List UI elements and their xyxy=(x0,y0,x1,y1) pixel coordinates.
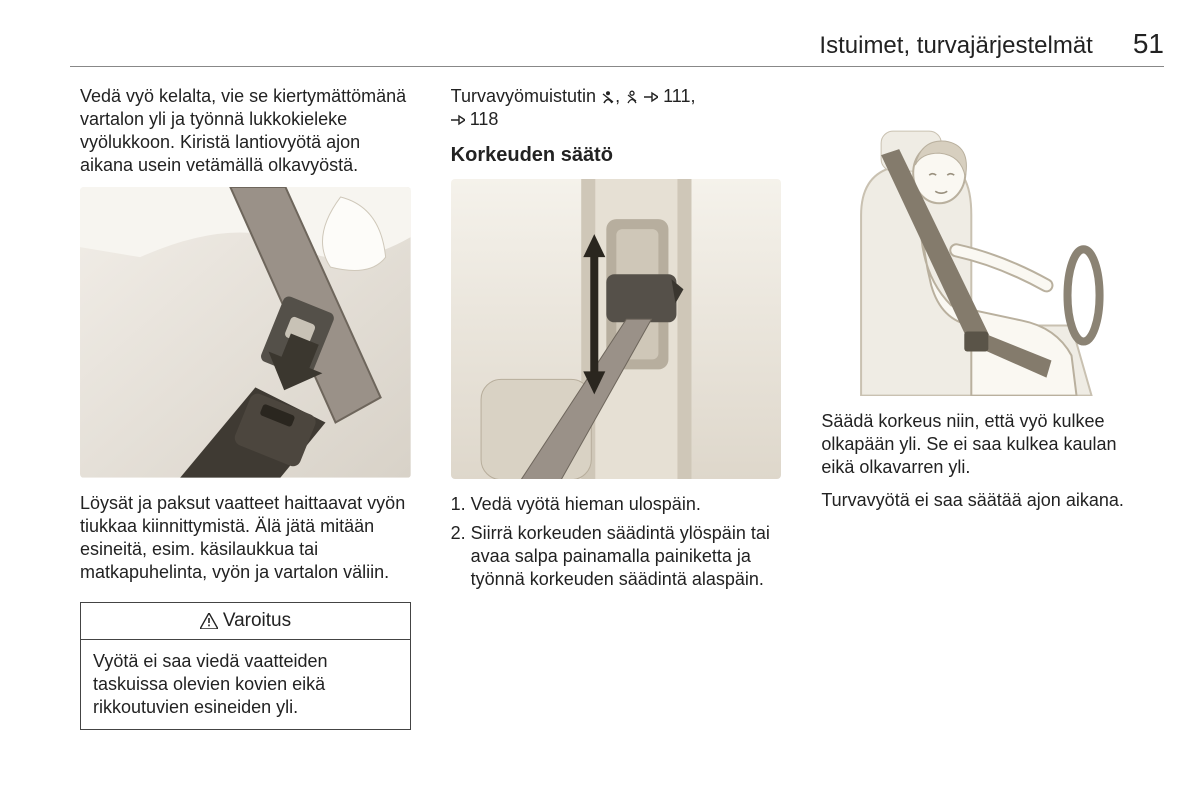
height-adjust-illustration xyxy=(451,179,782,480)
reminder-text-c: 118 xyxy=(470,109,499,129)
step-1: Vedä vyötä hieman ulospäin. xyxy=(471,493,782,516)
height-steps: Vedä vyötä hieman ulospäin. Siirrä korke… xyxy=(451,493,782,591)
reminder-text-a: Turvavyömuistutin xyxy=(451,86,601,106)
seatbelt-buckle-illustration xyxy=(80,187,411,478)
warning-label: Varoitus xyxy=(223,610,291,631)
section-title: Istuimet, turvajärjestelmät xyxy=(819,32,1092,60)
column-1: Vedä vyö kelalta, vie se kiertymättömänä… xyxy=(80,85,411,730)
page-ref-arrow-icon xyxy=(451,114,465,126)
col1-para1: Vedä vyö kelalta, vie se kiertymättömänä… xyxy=(80,85,411,177)
column-2: Turvavyömuistutin , 111, 118 Korkeuden s… xyxy=(451,85,782,730)
page-ref-arrow-icon xyxy=(644,91,658,103)
warning-header: Varoitus xyxy=(81,603,410,640)
seatbelt-alt-icon xyxy=(625,90,639,104)
seated-person-illustration xyxy=(821,95,1152,396)
height-adjust-heading: Korkeuden säätö xyxy=(451,143,782,169)
content-columns: Vedä vyö kelalta, vie se kiertymättömänä… xyxy=(80,85,1152,730)
warning-body: Vyötä ei saa viedä vaatteiden taskuissa … xyxy=(81,640,410,729)
col3-para1: Säädä korkeus niin, että vyö kulkee olka… xyxy=(821,410,1152,479)
warning-box: Varoitus Vyötä ei saa viedä vaatteiden t… xyxy=(80,602,411,730)
col1-para2: Löysät ja paksut vaatteet haittaavat vyö… xyxy=(80,492,411,584)
step-2: Siirrä korkeuden säädintä ylöspäin tai a… xyxy=(471,522,782,591)
reminder-text-b: 111, xyxy=(663,86,695,106)
col2-line: Turvavyömuistutin , 111, 118 xyxy=(451,85,782,131)
page-header: Istuimet, turvajärjestelmät 51 xyxy=(70,28,1164,67)
warning-icon xyxy=(200,613,218,629)
col3-para2: Turvavyötä ei saa säätää ajon aikana. xyxy=(821,489,1152,512)
column-3: Säädä korkeus niin, että vyö kulkee olka… xyxy=(821,85,1152,730)
page-number: 51 xyxy=(1133,28,1164,60)
seatbelt-person-icon xyxy=(601,90,615,104)
